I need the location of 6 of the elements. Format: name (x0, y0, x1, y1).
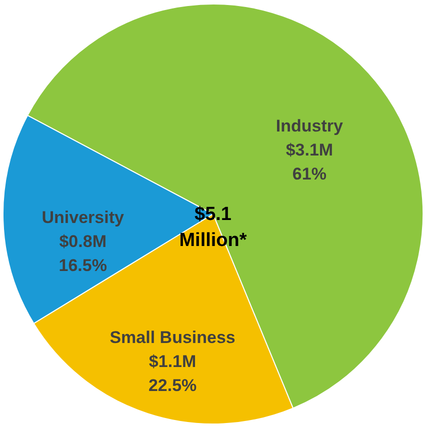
data-label: $1.1M 22.5% (148, 352, 197, 395)
data-label: $0.8M 16.5% (58, 232, 107, 275)
slice-label: University (42, 208, 125, 227)
slice-label: Industry (276, 116, 344, 136)
slice-label: Small Business (110, 328, 236, 347)
data-label: $3.1M 61% (286, 140, 334, 184)
